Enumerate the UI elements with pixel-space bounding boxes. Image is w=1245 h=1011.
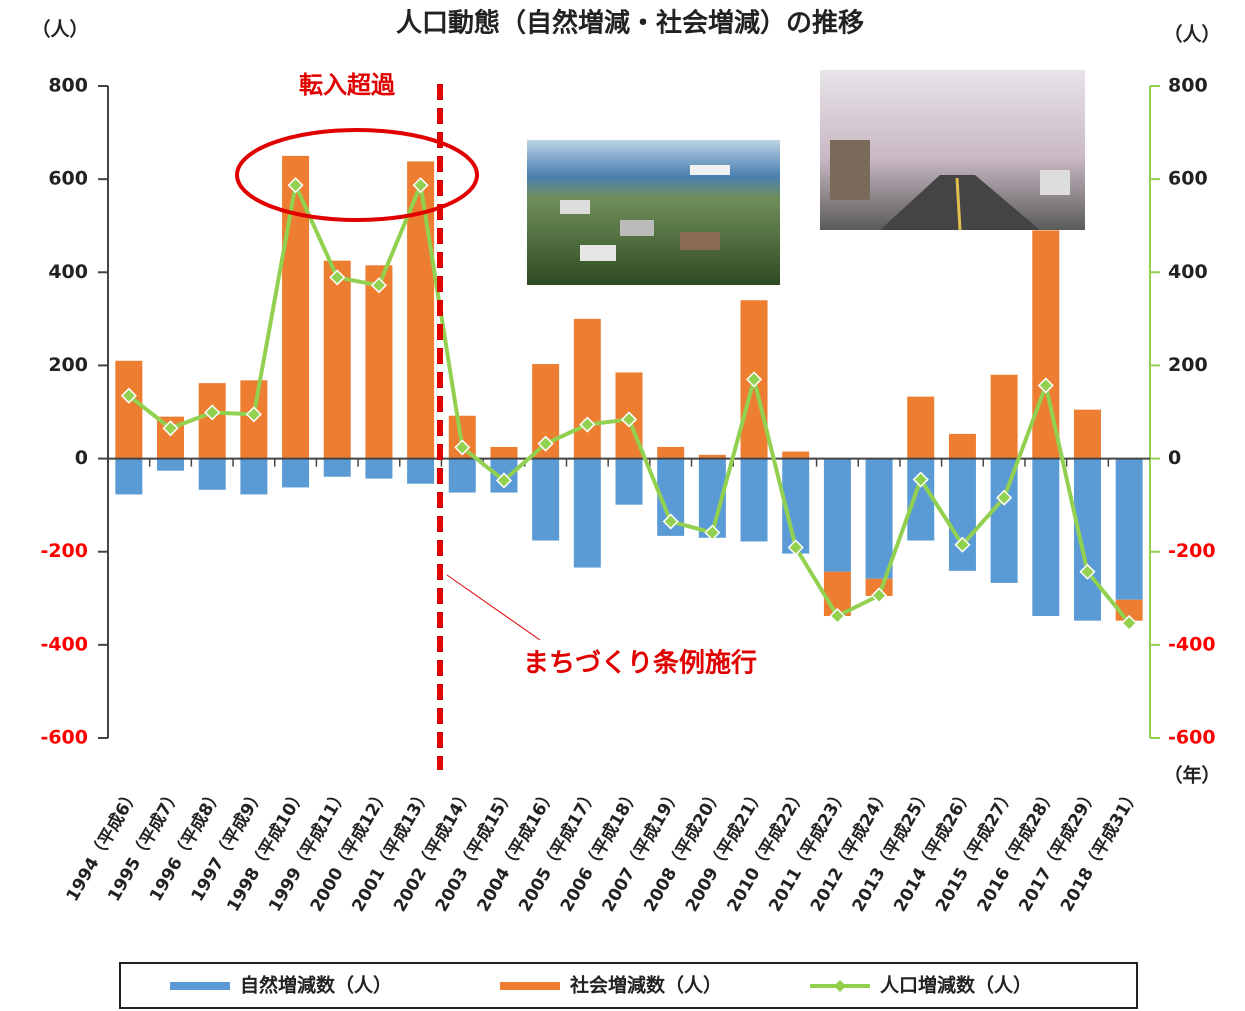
chart-title: 人口動態（自然増減・社会増減）の推移 [396,8,864,39]
bar [991,375,1018,459]
chart: 人口動態（自然増減・社会増減）の推移 （人） （人） （年） -600 -400 -… [0,0,1245,1011]
y-tick-label: 800 [48,75,88,97]
y-tick-label: 400 [48,261,88,283]
y-tick-label: -600 [40,727,88,749]
bar [199,383,226,458]
bar [282,459,309,488]
bar [741,459,768,542]
bar [199,459,226,490]
bar [907,397,934,459]
bar [365,265,392,458]
bar [824,459,851,572]
y2-tick-label: 400 [1168,261,1208,283]
bar [115,459,142,495]
y2-tick-label: 800 [1168,75,1208,97]
bar [949,459,976,571]
bar [574,459,601,568]
bar [949,434,976,459]
bar [782,452,809,459]
bar [532,459,559,541]
y-tick-label: 0 [75,447,88,469]
annotation: 転入超過 [299,71,396,99]
y2-unit: （人） [1163,23,1220,46]
bar [157,459,184,471]
bar [115,361,142,459]
y-unit: （人） [31,18,88,41]
y2-tick-label: -400 [1168,633,1216,655]
bar [490,447,517,459]
y-tick-label: -200 [40,540,88,562]
bar [616,459,643,505]
legend-label: 社会増減数（人） [569,974,722,997]
bar [866,459,893,579]
bar [449,459,476,493]
y-tick-label: 200 [48,354,88,376]
x-unit: （年） [1163,764,1220,787]
bar [1074,410,1101,459]
bar [907,459,934,541]
annotation: まちづくり条例施行 [523,648,757,679]
bar [240,459,267,495]
y-tick-label: 600 [48,168,88,190]
y2-tick-label: -600 [1168,727,1216,749]
callout-line [447,575,540,640]
y2-tick-label: 0 [1168,447,1181,469]
bar [324,459,351,477]
legend-label: 人口増減数（人） [880,974,1032,997]
bar [1074,459,1101,621]
bar [324,261,351,459]
legend-label: 自然増減数（人） [240,974,392,997]
y2-tick-label: 200 [1168,354,1208,376]
bar [1032,459,1059,616]
bar [365,459,392,479]
y-tick-label: -400 [40,633,88,655]
y2-tick-label: -200 [1168,540,1216,562]
bar [657,447,684,459]
bar [574,319,601,459]
photo-town [527,140,780,285]
y2-tick-label: 600 [1168,168,1208,190]
bar [407,459,434,484]
photo-street [820,70,1085,230]
bar [1116,459,1143,600]
legend-marker [834,980,846,992]
